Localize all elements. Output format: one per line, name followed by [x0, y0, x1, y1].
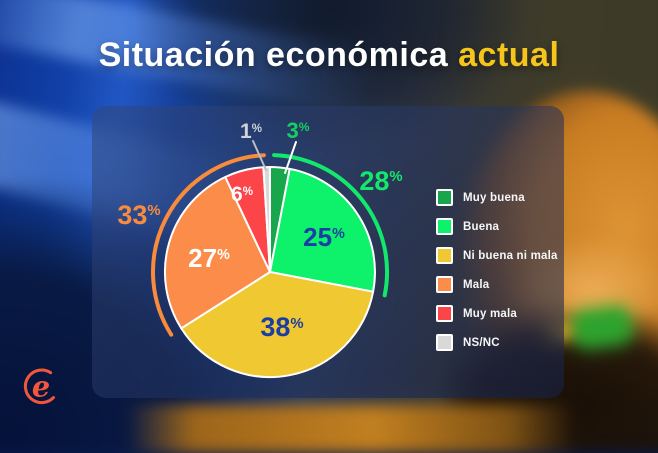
legend-item-muy-buena: Muy buena: [436, 183, 558, 212]
legend-swatch: [436, 247, 453, 264]
pie-label-muy-buena: 3%: [286, 118, 309, 143]
brand-e-logo: e: [23, 368, 55, 405]
legend-item-nsnc: NS/NC: [436, 328, 558, 357]
legend-item-ni-buena-ni-mala: Ni buena ni mala: [436, 241, 558, 270]
pie-slice-buena: [269, 167, 376, 293]
legend-swatch: [436, 305, 453, 322]
group-label-negative: 33%: [117, 200, 160, 230]
title-highlight: actual: [458, 36, 560, 74]
pie-chart: 1% 3% 6% 25% 38% 27% 28% 33%: [117, 118, 403, 378]
pie-label-mala: 27%: [188, 243, 230, 273]
logo-swirl: [23, 368, 55, 405]
callout-line-muy-buena: [284, 141, 297, 174]
title-main: Situación económica: [98, 36, 449, 74]
pie-label-nsnc: 1%: [240, 120, 262, 143]
legend-label: Buena: [463, 220, 500, 233]
pie-label-buena: 25%: [303, 222, 345, 252]
legend-item-muy-mala: Muy mala: [436, 299, 558, 328]
pie-label-muy-mala: 6%: [231, 183, 253, 206]
pie-slice-mala: [163, 176, 271, 330]
legend-swatch: [436, 334, 453, 351]
group-arc-negative: [151, 153, 266, 337]
pie-slice-nsnc: [262, 165, 271, 273]
chart-legend: Muy buena Buena Ni buena ni mala Mala Mu…: [436, 183, 558, 357]
pie-label-ni-buena-ni-mala: 38%: [260, 312, 303, 342]
group-label-positive: 28%: [359, 166, 402, 196]
legend-swatch: [436, 218, 453, 235]
group-arc-positive: [272, 153, 389, 298]
legend-label: NS/NC: [463, 336, 500, 349]
legend-label: Ni buena ni mala: [463, 249, 558, 262]
legend-item-mala: Mala: [436, 270, 558, 299]
legend-swatch: [436, 276, 453, 293]
legend-swatch: [436, 189, 453, 206]
legend-item-buena: Buena: [436, 212, 558, 241]
legend-label: Muy buena: [463, 191, 525, 204]
legend-label: Mala: [463, 278, 490, 291]
callout-line-nsnc: [252, 140, 267, 171]
page-title: Situación económica actual: [0, 36, 658, 75]
legend-label: Muy mala: [463, 307, 518, 320]
logo-letter: e: [32, 370, 50, 404]
